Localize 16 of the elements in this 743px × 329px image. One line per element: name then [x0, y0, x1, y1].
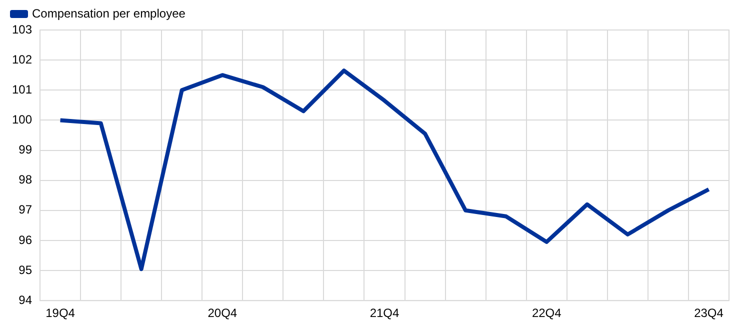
x-tick-label: 19Q4: [46, 306, 76, 320]
y-tick-label: 103: [12, 22, 32, 36]
y-tick-label: 99: [18, 142, 32, 157]
y-tick-label: 100: [12, 112, 32, 127]
y-tick-label: 95: [18, 262, 32, 277]
y-tick-label: 94: [18, 292, 32, 307]
y-tick-label: 98: [18, 172, 32, 187]
x-tick-label: 23Q4: [694, 306, 724, 320]
legend-label: Compensation per employee: [32, 6, 186, 20]
x-tick-label: 22Q4: [532, 306, 562, 320]
y-tick-label: 97: [18, 202, 32, 217]
x-tick-label: 20Q4: [208, 306, 238, 320]
x-tick-label: 21Q4: [370, 306, 400, 320]
y-tick-label: 101: [12, 82, 32, 96]
y-tick-label: 102: [12, 52, 32, 66]
y-tick-label: 96: [18, 232, 32, 247]
